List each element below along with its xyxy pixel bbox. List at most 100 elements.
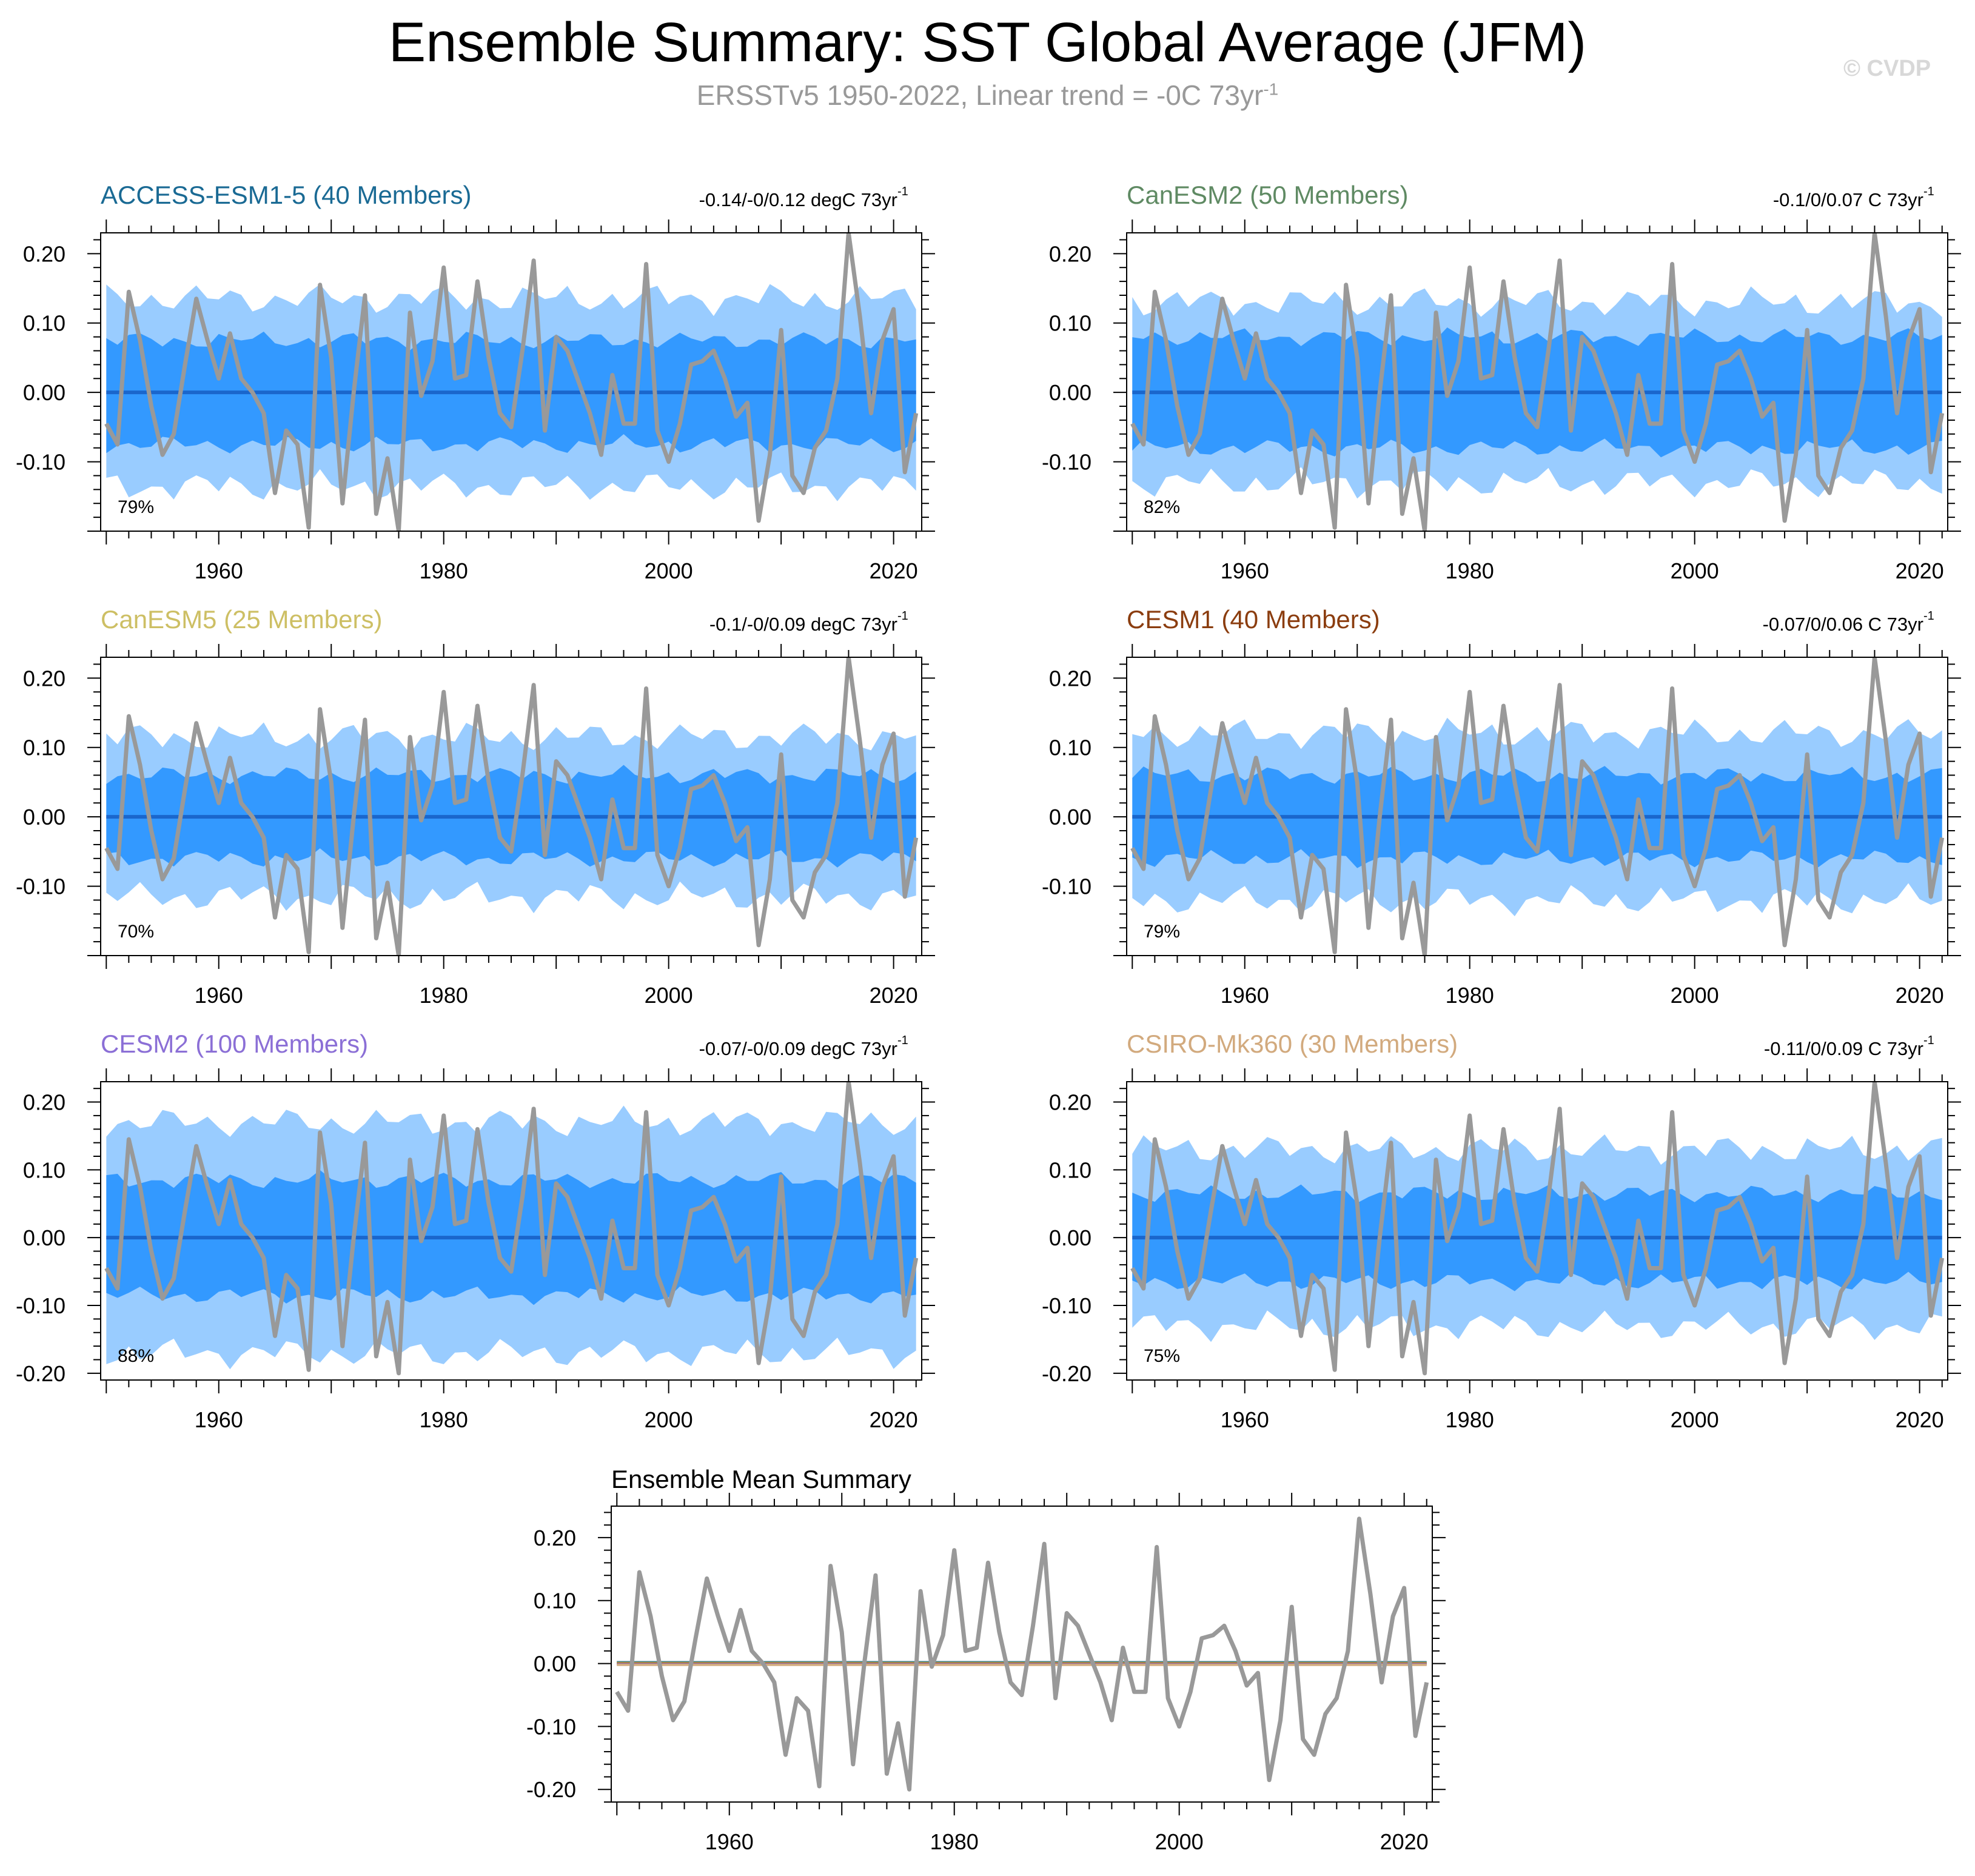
x-tick-label: 2020: [1896, 983, 1944, 1008]
y-tick-label: 0.20: [534, 1526, 576, 1550]
y-tick-label: -0.10: [526, 1714, 576, 1739]
plot-area: [1130, 657, 1945, 956]
trend-exponent: -1: [897, 1034, 908, 1047]
trend-exponent: -1: [1923, 185, 1934, 198]
y-tick-label: 0.00: [1049, 1225, 1091, 1250]
y-tick-label: 0.20: [1049, 666, 1091, 691]
trend-text: -0.1/-0/0.09 degC 73yr: [709, 614, 897, 635]
trend-text: -0.14/-0/0.12 degC 73yr: [699, 189, 897, 210]
chart-panel-7: 1960 1980 2000 2020 0.20 0.10 0.00 -0.10 -0.20 En…: [526, 1465, 1446, 1854]
y-tick-label: 0.10: [1049, 311, 1091, 336]
observations-line: [104, 233, 919, 531]
observations-line: [104, 1082, 919, 1376]
x-tick-label: 2000: [1671, 1407, 1719, 1432]
plot-area: [1130, 1082, 1945, 1376]
y-tick-label: -0.10: [1042, 450, 1091, 475]
x-tick-label: 2020: [870, 1407, 918, 1432]
y-tick-label: -0.10: [16, 450, 65, 475]
x-tick-label: 2020: [1380, 1829, 1429, 1854]
plot-area: [104, 1082, 919, 1376]
plot-area: [104, 233, 919, 531]
x-tick-label: 1960: [195, 983, 243, 1008]
subtitle-exponent: -1: [1263, 79, 1279, 99]
trend-text: -0.07/-0/0.09 degC 73yr: [699, 1038, 897, 1059]
page-title: Ensemble Summary: SST Global Average (JF…: [388, 12, 1587, 73]
observations-line: [1130, 1082, 1945, 1376]
observations-line: [104, 657, 919, 956]
x-tick-label: 1980: [930, 1829, 979, 1854]
percent-label: 79%: [1144, 922, 1180, 942]
x-tick-label: 1980: [1446, 1407, 1494, 1432]
chart-panel-6: 1960 1980 2000 2020 0.20 0.10 0.00 -0.10 -0.20 CS…: [1042, 1030, 1961, 1432]
panel-title: CESM1 (40 Members): [1127, 605, 1380, 634]
percent-label: 70%: [118, 922, 154, 942]
trend-exponent: -1: [1923, 1034, 1934, 1047]
percent-label: 75%: [1144, 1346, 1180, 1366]
y-tick-label: 0.10: [23, 311, 65, 336]
y-tick-label: 0.10: [1049, 1157, 1091, 1182]
chart-panel-3: 1960 1980 2000 2020 0.20 0.10 0.00 -0.10 CanESM5…: [16, 605, 935, 1008]
x-tick-label: 1980: [1446, 558, 1494, 583]
y-tick-label: -0.20: [16, 1361, 65, 1386]
y-tick-label: -0.10: [1042, 1293, 1091, 1318]
x-tick-label: 1980: [420, 558, 468, 583]
observations-line: [1130, 233, 1945, 531]
chart-panel-5: 1960 1980 2000 2020 0.20 0.10 0.00 -0.10 -0.20 CE…: [16, 1030, 935, 1432]
x-tick-label: 2000: [645, 558, 693, 583]
y-tick-label: -0.20: [1042, 1361, 1091, 1386]
y-tick-label: 0.20: [23, 1090, 65, 1115]
y-tick-label: 0.20: [23, 666, 65, 691]
y-tick-label: 0.00: [23, 1225, 65, 1250]
trend-exponent: -1: [897, 185, 908, 198]
chart-panel-1: 1960 1980 2000 2020 0.20 0.10 0.00 -0.10 ACCESS-…: [16, 181, 935, 583]
x-tick-label: 2020: [870, 983, 918, 1008]
y-tick-label: 0.00: [23, 805, 65, 829]
page-subtitle: ERSSTv5 1950-2022, Linear trend = -0C 73…: [0, 79, 1975, 112]
trend-text: -0.11/0/0.09 C 73yr: [1764, 1038, 1923, 1059]
trend-exponent: -1: [1923, 609, 1934, 623]
trend-exponent: -1: [897, 609, 908, 623]
y-tick-label: 0.00: [1049, 380, 1091, 405]
trend-text: -0.07/0/0.06 C 73yr: [1763, 614, 1923, 635]
panel-title: CanESM5 (25 Members): [101, 605, 382, 634]
chart-panel-2: 1960 1980 2000 2020 0.20 0.10 0.00 -0.10 CanESM2…: [1042, 181, 1961, 583]
y-tick-label: 0.00: [534, 1652, 576, 1677]
panel-frame: [611, 1506, 1433, 1803]
x-tick-label: 1980: [420, 983, 468, 1008]
x-tick-label: 2020: [1896, 558, 1944, 583]
x-tick-label: 1980: [420, 1407, 468, 1432]
y-tick-label: 0.20: [1049, 1090, 1091, 1115]
plot-area: [104, 657, 919, 956]
x-tick-label: 2020: [870, 558, 918, 583]
panel-title: CanESM2 (50 Members): [1127, 181, 1408, 209]
subtitle-text: ERSSTv5 1950-2022, Linear trend = -0C 73…: [696, 79, 1264, 111]
x-tick-label: 1960: [1221, 983, 1269, 1008]
plot-area: [615, 1516, 1429, 1792]
x-tick-label: 2000: [1671, 558, 1719, 583]
y-tick-label: -0.10: [16, 874, 65, 899]
y-tick-label: 0.20: [23, 241, 65, 266]
x-tick-label: 2000: [1155, 1829, 1204, 1854]
cvdp-watermark: © CVDP: [1843, 56, 1931, 81]
y-tick-label: -0.10: [1042, 874, 1091, 899]
y-tick-label: 0.00: [23, 380, 65, 405]
observations-line: [1130, 657, 1945, 956]
panel-title: CSIRO-Mk360 (30 Members): [1127, 1030, 1458, 1058]
y-tick-label: 0.10: [23, 1157, 65, 1182]
panel-title: Ensemble Mean Summary: [611, 1465, 911, 1493]
percent-label: 82%: [1144, 497, 1180, 517]
y-tick-label: -0.10: [16, 1293, 65, 1318]
y-tick-label: 0.00: [1049, 805, 1091, 829]
x-tick-label: 2020: [1896, 1407, 1944, 1432]
x-tick-label: 2000: [1671, 983, 1719, 1008]
x-tick-label: 1960: [195, 558, 243, 583]
plot-area: [1130, 233, 1945, 531]
x-tick-label: 1960: [1221, 558, 1269, 583]
y-tick-label: 0.10: [534, 1589, 576, 1613]
chart-panel-4: 1960 1980 2000 2020 0.20 0.10 0.00 -0.10 CESM1 (…: [1042, 605, 1961, 1008]
y-tick-label: 0.20: [1049, 241, 1091, 266]
x-tick-label: 1960: [705, 1829, 754, 1854]
percent-label: 88%: [118, 1346, 154, 1366]
x-tick-label: 1960: [1221, 1407, 1269, 1432]
